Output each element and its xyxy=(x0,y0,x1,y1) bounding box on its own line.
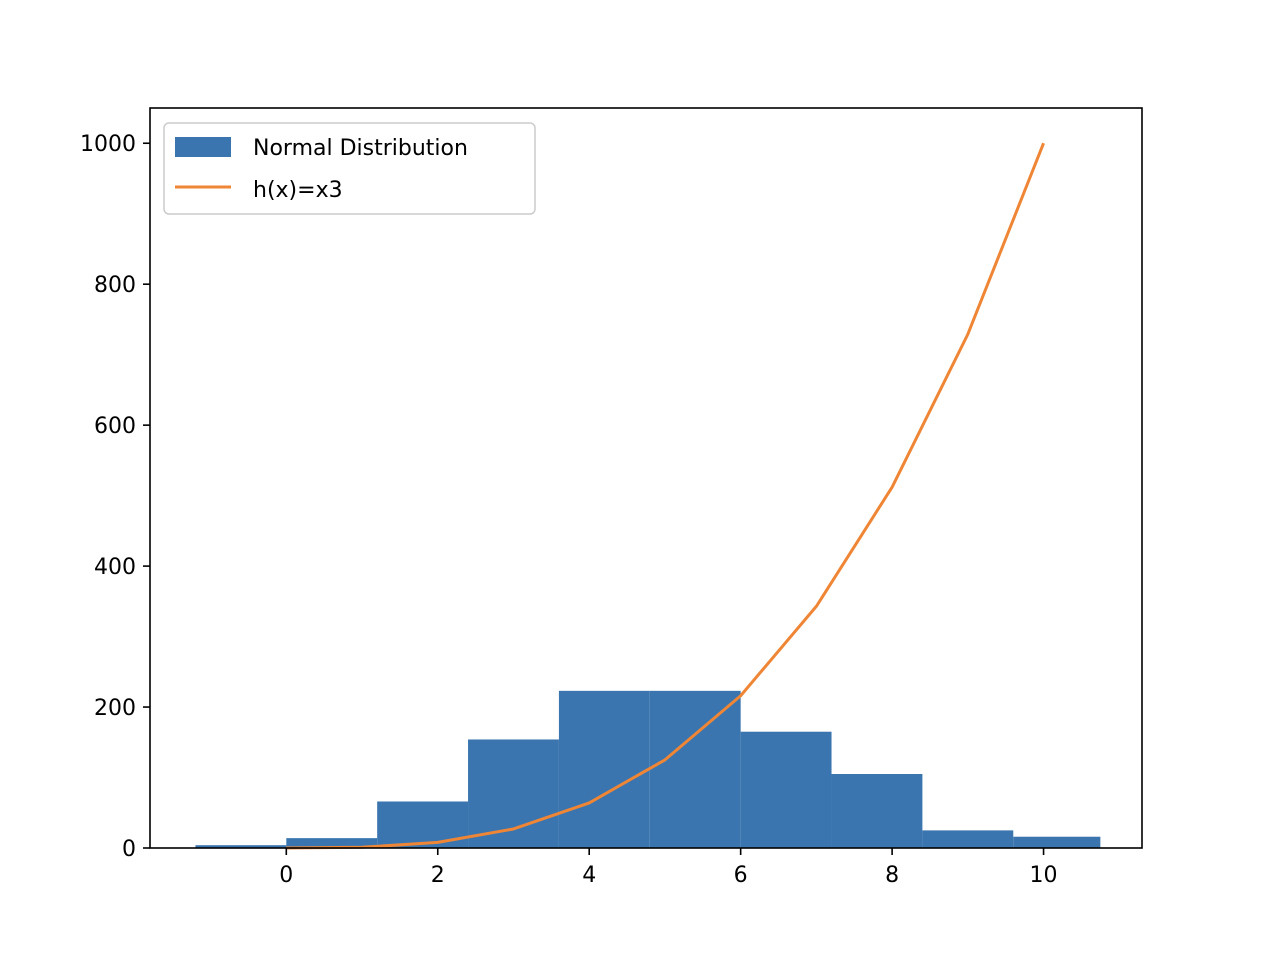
x-tick-label: 2 xyxy=(431,863,445,888)
legend-swatch-histogram xyxy=(175,137,231,157)
y-axis: 0 200 400 600 800 1000 xyxy=(80,132,150,862)
histogram-bar xyxy=(286,838,378,848)
legend-box xyxy=(163,122,536,215)
histogram-bar xyxy=(558,690,650,848)
line-series-hx xyxy=(286,142,1045,850)
x-tick-label: 8 xyxy=(885,863,899,888)
x-tick-label: 6 xyxy=(734,863,748,888)
histogram-bar xyxy=(740,731,832,848)
histogram-bar xyxy=(922,830,1014,848)
y-tick-label: 200 xyxy=(94,696,136,721)
y-tick-label: 1000 xyxy=(80,132,136,157)
histogram-bar xyxy=(1013,836,1101,848)
histogram-bar xyxy=(649,690,741,848)
histogram-bar xyxy=(195,845,287,848)
x-axis: 0 2 4 6 8 10 xyxy=(279,848,1058,888)
y-tick-label: 400 xyxy=(94,555,136,580)
histogram-bars xyxy=(195,690,1101,848)
histogram-bar xyxy=(831,774,923,848)
legend-label-histogram: Normal Distribution xyxy=(253,136,468,161)
histogram-bar xyxy=(377,801,469,848)
x-tick-label: 0 xyxy=(279,863,293,888)
y-tick-label: 800 xyxy=(94,273,136,298)
y-tick-label: 600 xyxy=(94,414,136,439)
histogram-bar xyxy=(468,739,559,848)
x-tick-label: 10 xyxy=(1030,863,1058,888)
legend-label-line: h(x)=x3 xyxy=(253,178,343,203)
legend: Normal Distribution h(x)=x3 xyxy=(163,122,536,215)
plot-frame xyxy=(149,107,1143,849)
x-tick-label: 4 xyxy=(582,863,596,888)
y-tick-label: 0 xyxy=(122,837,136,862)
